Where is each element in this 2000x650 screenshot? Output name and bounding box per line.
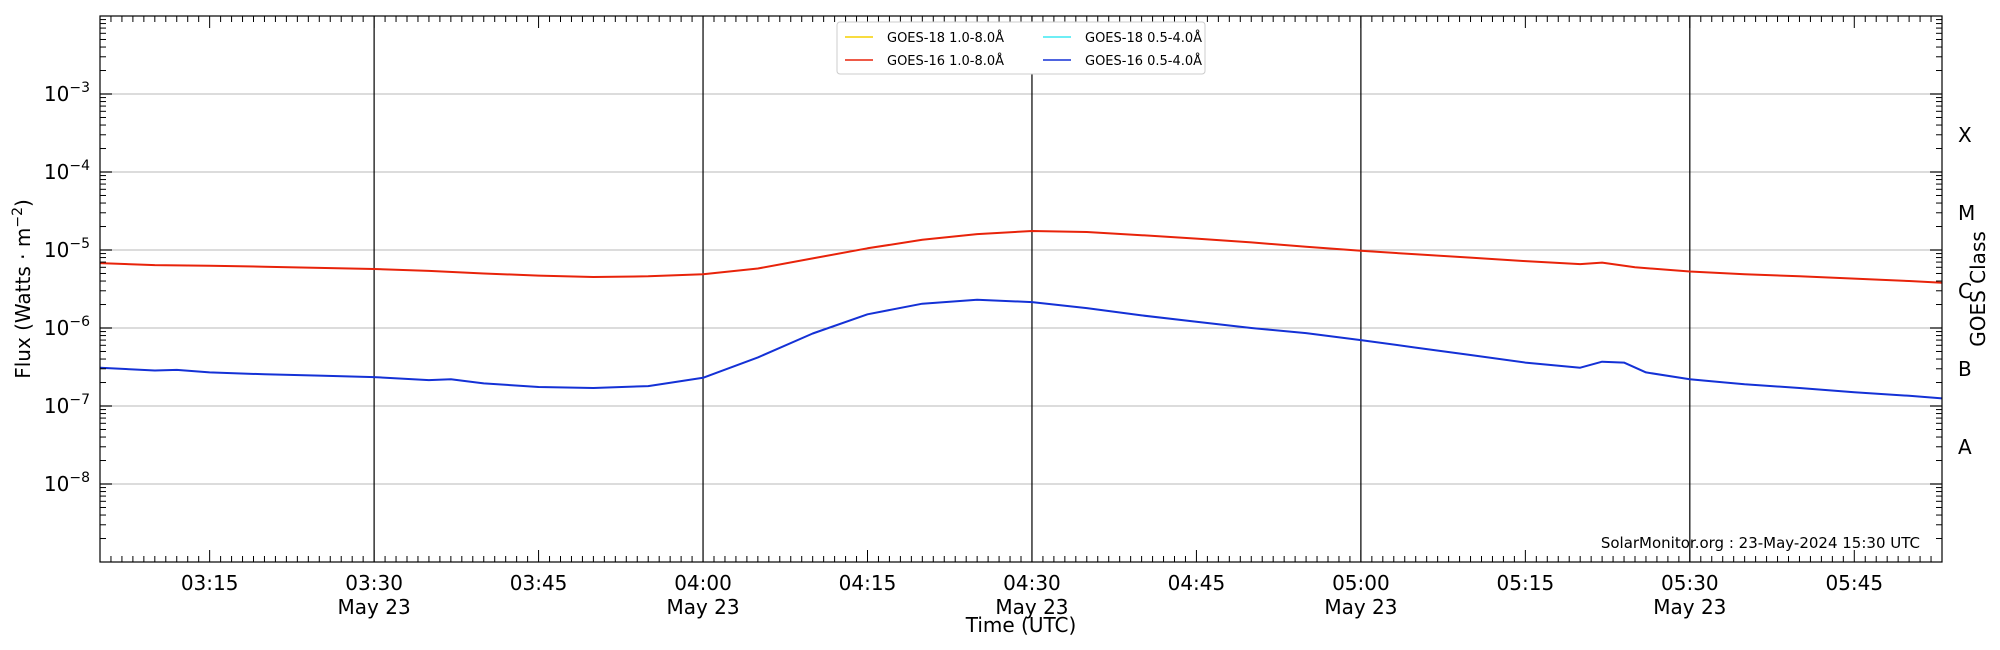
x-tick-label: 03:45 <box>510 571 568 595</box>
x-tick-sublabel: May 23 <box>995 595 1068 619</box>
goes-class-label: A <box>1958 435 1972 459</box>
credit-text: SolarMonitor.org : 23-May-2024 15:30 UTC <box>1601 534 1920 552</box>
x-tick-sublabel: May 23 <box>1653 595 1726 619</box>
y-tick-exponent: −4 <box>69 158 90 174</box>
legend-label: GOES-16 0.5-4.0Å <box>1085 53 1202 69</box>
goes-class-label: C <box>1958 279 1972 303</box>
x-tick-sublabel: May 23 <box>1324 595 1397 619</box>
x-tick-sublabel: May 23 <box>338 595 411 619</box>
y-tick-exponent: −6 <box>69 314 90 330</box>
x-tick-label: 05:30 <box>1661 571 1719 595</box>
x-tick-label: 05:15 <box>1497 571 1555 595</box>
x-tick-label: 04:00 <box>674 571 732 595</box>
x-tick-label: 03:15 <box>181 571 239 595</box>
y2-axis-title: GOES Class <box>1966 231 1990 347</box>
y-tick-exponent: −8 <box>69 470 90 486</box>
goes-class-labels: A B C M X <box>1958 123 1975 459</box>
goes-class-label: X <box>1958 123 1972 147</box>
x-tick-label: 04:30 <box>1003 571 1061 595</box>
legend-box <box>836 21 1206 75</box>
y-tick-exponent: −3 <box>69 80 90 96</box>
x-tick-sublabel: May 23 <box>666 595 739 619</box>
x-tick-label: 03:30 <box>345 571 403 595</box>
y-tick-exponent: −5 <box>69 236 90 252</box>
x-tick-label: 04:15 <box>839 571 897 595</box>
series-line <box>99 298 1943 400</box>
y-tick-exponent: −7 <box>69 392 90 408</box>
y-axis-title-text: Flux (Watts · m <box>11 228 35 379</box>
series-line <box>99 230 1943 284</box>
legend-label: GOES-16 1.0-8.0Å <box>887 53 1004 69</box>
legend-label: GOES-18 0.5-4.0Å <box>1085 30 1202 46</box>
x-axis-title: Time (UTC) <box>965 613 1077 637</box>
y-axis-title-close: ) <box>11 199 35 207</box>
axis-ticks <box>99 16 1943 562</box>
legend-label: GOES-18 1.0-8.0Å <box>887 30 1004 46</box>
series-lines <box>99 230 1943 400</box>
y-axis-title: Flux (Watts · m−2) <box>10 199 35 379</box>
x-tick-label: 05:00 <box>1332 571 1390 595</box>
grid-lines <box>100 93 1942 485</box>
x-tick-label: 05:45 <box>1825 571 1883 595</box>
day-marker-lines <box>373 16 1691 562</box>
x-tick-label: 04:45 <box>1168 571 1226 595</box>
legend: GOES-18 1.0-8.0Å GOES-18 0.5-4.0Å GOES-16 … <box>836 21 1206 75</box>
y-axis-title-exponent: −2 <box>10 207 26 228</box>
goes-class-label: B <box>1958 357 1972 381</box>
goes-class-label: M <box>1958 201 1975 225</box>
